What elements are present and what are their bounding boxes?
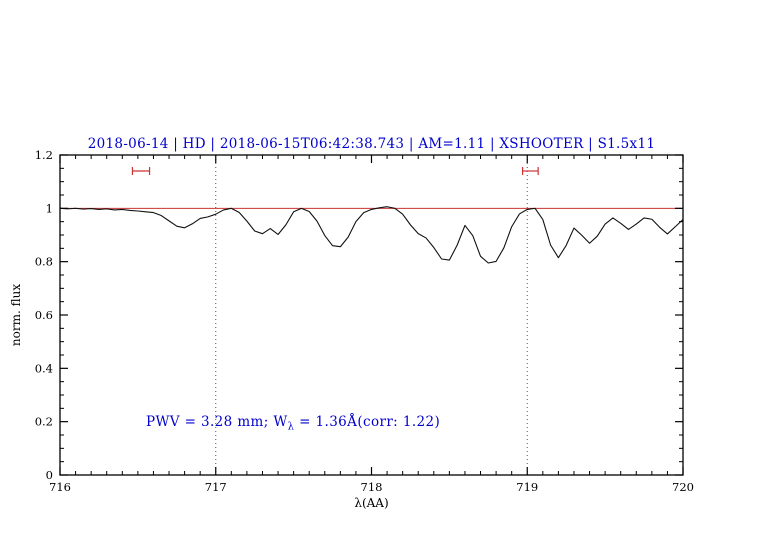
pwv-annotation: PWV = 3.28 mm; Wλ = 1.36Å(corr: 1.22) <box>146 414 440 433</box>
x-tick-label: 716 <box>49 480 71 494</box>
y-tick-label: 0.6 <box>35 308 53 322</box>
x-tick-label: 720 <box>672 480 694 494</box>
y-tick-label: 0 <box>46 468 53 482</box>
x-tick-label: 717 <box>205 480 227 494</box>
pwv-annotation-part1: PWV = 3.28 mm; W <box>146 414 288 430</box>
y-axis-label: norm. flux <box>9 284 23 346</box>
y-tick-label: 1.2 <box>35 148 53 162</box>
pwv-annotation-part2: = 1.36Å(corr: 1.22) <box>294 414 441 430</box>
x-tick-label: 719 <box>516 480 538 494</box>
y-tick-label: 1 <box>46 201 53 215</box>
x-tick-label: 718 <box>361 480 383 494</box>
plot-title: 2018-06-14 | HD | 2018-06-15T06:42:38.74… <box>87 136 656 152</box>
y-tick-label: 0.2 <box>35 415 53 429</box>
y-tick-label: 0.8 <box>35 255 53 269</box>
spectrum-line-telluric-spectrum <box>59 206 684 264</box>
x-axis-label: λ(AA) <box>354 496 388 510</box>
pwv-annotation-sub-lambda: λ <box>287 421 295 433</box>
y-tick-label: 0.4 <box>35 361 53 375</box>
